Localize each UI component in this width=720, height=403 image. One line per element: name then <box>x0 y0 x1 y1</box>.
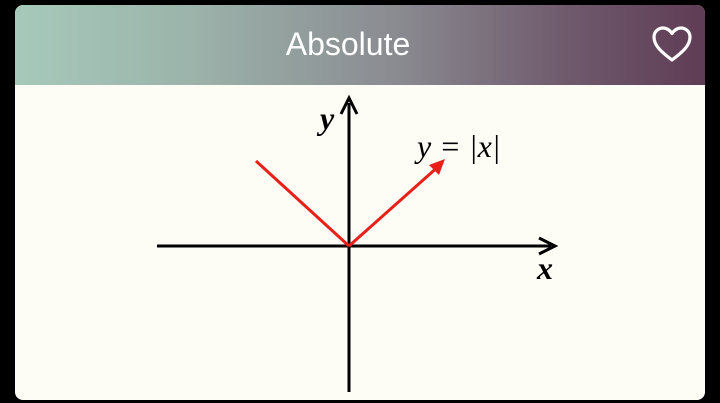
card-header: Absolute <box>15 5 705 85</box>
card-title: Absolute <box>285 26 411 62</box>
y-axis <box>339 94 359 392</box>
x-axis <box>157 236 559 256</box>
curve-arrowhead <box>429 159 445 175</box>
x-axis-label: x <box>536 250 553 286</box>
equation-label: y = |x| <box>414 128 501 164</box>
absolute-value-curve <box>254 159 445 248</box>
function-graph: y x y = |x| <box>157 94 559 392</box>
function-card[interactable]: Absolute y x y = |x| <box>15 5 705 400</box>
y-axis-label: y <box>316 100 335 136</box>
heart-outline-icon[interactable] <box>650 23 694 67</box>
